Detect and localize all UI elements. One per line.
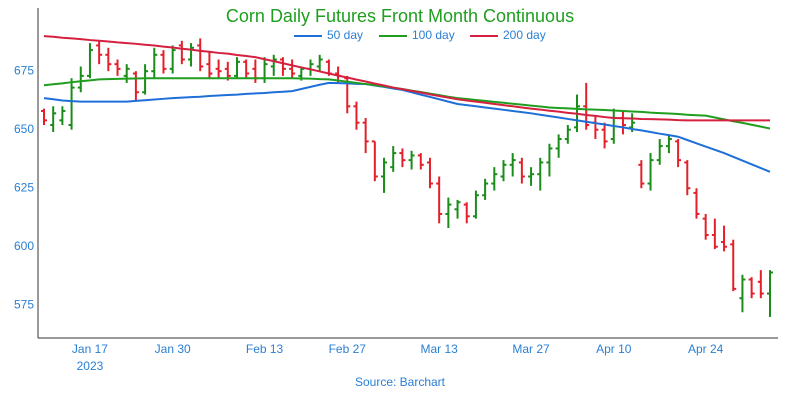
y-tick-label: 575 [14, 297, 34, 311]
legend-label: 200 day [503, 28, 546, 42]
y-tick-label: 650 [14, 122, 34, 136]
ma-line [43, 81, 771, 173]
y-tick-label: 675 [14, 63, 34, 77]
ma-line [43, 35, 770, 122]
source-note: Source: Barchart [355, 375, 446, 389]
legend-label: 100 day [412, 28, 455, 42]
x-tick-label: Jan 30 [155, 342, 191, 356]
x-tick-label: Apr 24 [688, 342, 724, 356]
x-year-label: 2023 [77, 359, 104, 373]
x-tick-label: Apr 10 [596, 342, 632, 356]
legend-label: 50 day [327, 28, 363, 42]
ma-line [43, 77, 771, 130]
x-tick-label: Feb 27 [329, 342, 367, 356]
chart-title: Corn Daily Futures Front Month Continuou… [226, 6, 574, 26]
y-tick-label: 600 [14, 239, 34, 253]
x-tick-label: Jan 17 [72, 342, 108, 356]
x-tick-label: Mar 13 [420, 342, 458, 356]
x-tick-label: Feb 13 [246, 342, 284, 356]
y-tick-label: 625 [14, 180, 34, 194]
x-tick-label: Mar 27 [512, 342, 550, 356]
